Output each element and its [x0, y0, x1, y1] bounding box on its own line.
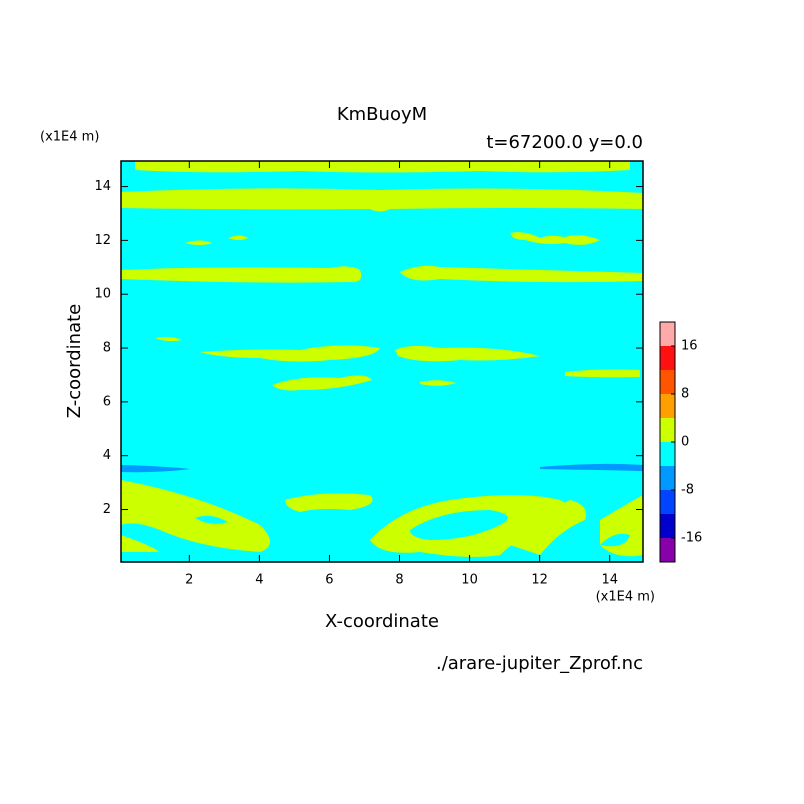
- x-tick-label: 2: [185, 573, 193, 588]
- colorbar-segment: [660, 538, 675, 562]
- chart-subtitle: t=67200.0 y=0.0: [486, 132, 643, 153]
- x-tick-label: 8: [395, 573, 403, 588]
- y-tick-label: 4: [103, 448, 111, 463]
- colorbar-segment: [660, 370, 675, 394]
- colorbar-segment: [660, 418, 675, 442]
- contour-holes: [195, 510, 630, 547]
- y-tick-label: 12: [94, 233, 111, 248]
- y-tick-label: 8: [103, 341, 111, 356]
- x-tick-label: 14: [601, 573, 618, 588]
- contour-fills: [121, 161, 643, 557]
- y-axis-label: Z-coordinate: [64, 304, 85, 419]
- colorbar-tick-label: -16: [681, 531, 702, 546]
- x-unit: (x1E4 m): [596, 590, 655, 605]
- colorbar-segment: [660, 490, 675, 514]
- colorbar-segment: [660, 394, 675, 418]
- plot-background: [121, 161, 643, 562]
- y-tick-label: 14: [94, 179, 111, 194]
- y-tick-label: 2: [103, 502, 111, 517]
- contour-negative: [121, 463, 643, 473]
- x-tick-label: 4: [255, 573, 263, 588]
- x-tick-label: 12: [531, 573, 548, 588]
- colorbar-segment: [660, 346, 675, 370]
- colorbar-tick-label: 0: [681, 435, 689, 450]
- y-unit: (x1E4 m): [40, 130, 99, 145]
- colorbar-segment: [660, 322, 675, 346]
- x-tick-label: 6: [325, 573, 333, 588]
- colorbar-segment: [660, 514, 675, 538]
- colorbar-tick-label: 16: [681, 339, 698, 354]
- colorbar-segment: [660, 466, 675, 490]
- plot-frame: [120, 160, 644, 563]
- source-file: ./arare-jupiter_Zprof.nc: [436, 653, 643, 674]
- colorbar-segment: [660, 442, 675, 466]
- x-axis-label: X-coordinate: [325, 611, 439, 632]
- colorbar-tick-label: 8: [681, 387, 689, 402]
- chart-title: KmBuoyM: [337, 104, 427, 125]
- colorbar-tick-label: -8: [681, 483, 694, 498]
- x-tick-label: 10: [461, 573, 478, 588]
- y-tick-label: 10: [94, 287, 111, 302]
- y-tick-label: 6: [103, 394, 111, 409]
